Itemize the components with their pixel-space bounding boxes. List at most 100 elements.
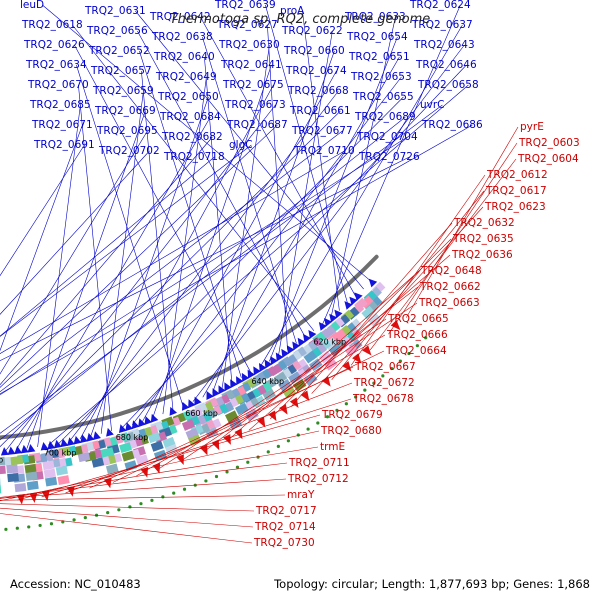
- reverse-label-8: TRQ2_0636: [451, 249, 513, 261]
- forward-leader-33: [58, 96, 404, 444]
- forward-gene-25: [212, 388, 220, 398]
- reverse-leader-25: [0, 507, 254, 528]
- forward-label-12: TRQ2_0654: [346, 31, 408, 43]
- forward-label-2: TRQ2_0642: [149, 11, 211, 23]
- cog-band-166: [45, 476, 58, 487]
- forward-leader-31: [79, 84, 274, 440]
- cog-band-148: [91, 457, 105, 468]
- reverse-leader-16: [65, 382, 353, 494]
- forward-gene-11: [292, 341, 301, 351]
- forward-leader-47: [0, 136, 408, 396]
- forward-label-39: TRQ2_0661: [289, 105, 351, 117]
- reverse-gene-11: [223, 434, 231, 445]
- forward-leader-26: [132, 76, 402, 425]
- reverse-label-2: TRQ2_0604: [517, 153, 579, 165]
- cog-band-7: [361, 305, 375, 320]
- reverse-leader-3: [350, 174, 486, 366]
- forward-gene-30: [169, 406, 178, 416]
- reverse-label-13: TRQ2_0666: [386, 329, 448, 341]
- forward-label-40: TRQ2_0689: [354, 111, 416, 123]
- gc-dot-2: [407, 351, 411, 356]
- reverse-label-10: TRQ2_0662: [419, 281, 481, 293]
- forward-leader-36: [26, 110, 146, 449]
- gc-dot-34: [83, 516, 87, 520]
- forward-gene-32: [144, 416, 153, 425]
- reverse-leader-0: [405, 126, 519, 318]
- forward-leader-16: [204, 56, 233, 383]
- forward-label-8: TRQ2_0656: [86, 25, 148, 37]
- forward-label-21: TRQ2_0634: [25, 59, 87, 71]
- forward-label-16: TRQ2_0640: [153, 51, 215, 63]
- forward-leader-12: [269, 36, 398, 362]
- forward-gene-31: [150, 413, 159, 423]
- forward-label-49: TRQ2_0691: [33, 139, 95, 151]
- forward-leader-48: [0, 124, 473, 395]
- forward-leader-34: [48, 84, 469, 446]
- reverse-label-17: TRQ2_0678: [352, 393, 414, 405]
- forward-leader-50: [0, 150, 150, 315]
- forward-gene-16: [264, 359, 273, 369]
- reverse-label-20: trmE: [320, 441, 345, 453]
- cog-band-159: [55, 465, 68, 476]
- cog-band-174: [26, 480, 39, 491]
- forward-label-42: TRQ2_0671: [31, 119, 93, 131]
- gc-dot-37: [49, 522, 54, 526]
- reverse-label-0: pyrE: [520, 121, 544, 133]
- forward-leader-43: [0, 130, 148, 375]
- gc-dot-41: [4, 527, 8, 531]
- forward-label-38: TRQ2_0673: [224, 99, 286, 111]
- forward-gene-6: [324, 317, 333, 327]
- tick-label-2: 660 kbp: [185, 409, 218, 418]
- forward-gene-50: [7, 446, 16, 455]
- forward-label-37: TRQ2_0684: [159, 111, 221, 123]
- gc-dot-20: [235, 465, 240, 469]
- reverse-label-12: TRQ2_0665: [387, 313, 449, 325]
- forward-leader-29: [100, 90, 144, 434]
- forward-leader-32: [69, 90, 339, 442]
- reverse-leader-13: [136, 334, 386, 477]
- gc-dot-27: [161, 495, 165, 499]
- reverse-label-1: TRQ2_0603: [518, 137, 580, 149]
- forward-gene-24: [218, 385, 226, 395]
- forward-label-24: TRQ2_0641: [220, 59, 282, 71]
- forward-leader-49: [0, 144, 85, 277]
- reverse-leader-5: [311, 206, 484, 394]
- forward-gene-19: [247, 369, 256, 379]
- cog-band-45: [303, 372, 318, 386]
- forward-leader-13: [259, 24, 463, 368]
- cog-band-152: [77, 451, 91, 463]
- forward-leader-37: [15, 116, 211, 451]
- label-leader-lines: [0, 4, 519, 544]
- reverse-leader-11: [182, 302, 418, 461]
- forward-gene-48: [20, 444, 29, 454]
- cog-color-bands: [0, 281, 386, 495]
- tick-label-0: 620 kbp: [313, 338, 346, 347]
- forward-gene-44: [53, 439, 62, 449]
- gc-dot-22: [214, 474, 219, 479]
- reverse-label-14: TRQ2_0664: [385, 345, 447, 357]
- cog-band-104: [181, 419, 196, 431]
- gc-dot-15: [286, 439, 290, 443]
- cog-band-57: [278, 378, 292, 392]
- forward-leader-38: [5, 104, 276, 452]
- forward-label-46: TRQ2_0677: [291, 125, 353, 137]
- cog-band-34: [318, 350, 333, 364]
- tick-label-3: 680 kbp: [116, 433, 149, 442]
- forward-leader-8: [137, 30, 306, 338]
- forward-label-51: TRQ2_0718: [163, 151, 225, 163]
- forward-gene-13: [281, 348, 290, 358]
- reverse-leader-19: [0, 430, 320, 502]
- genome-summary-text: Topology: circular; Length: 1,877,693 bp…: [273, 577, 590, 591]
- forward-gene-22: [230, 379, 238, 389]
- gc-dot-5: [381, 374, 385, 378]
- forward-leader-44: [0, 136, 213, 386]
- reverse-gene-10: [234, 428, 243, 440]
- forward-label-26: TRQ2_0653: [350, 71, 412, 83]
- reverse-label-6: TRQ2_0632: [453, 217, 515, 229]
- reverse-gene-9: [256, 416, 266, 428]
- forward-gene-12: [286, 345, 295, 355]
- forward-label-19: TRQ2_0651: [348, 51, 410, 63]
- reverse-label-7: TRQ2_0635: [452, 233, 514, 245]
- forward-label-5: TRQ2_0633: [344, 11, 406, 23]
